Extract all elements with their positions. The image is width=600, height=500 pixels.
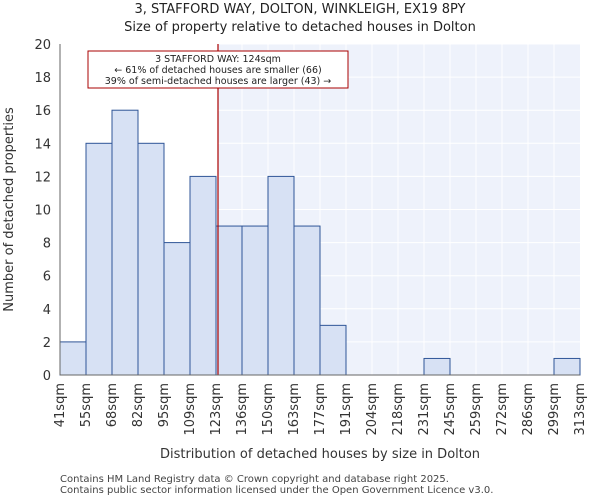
x-tick-label: 136sqm [235, 383, 250, 436]
chart-title-line2: Size of property relative to detached ho… [124, 20, 476, 35]
x-tick-label: 109sqm [183, 383, 198, 436]
x-tick-label: 123sqm [209, 383, 224, 436]
bar [215, 225, 243, 376]
bar [59, 341, 87, 376]
x-tick-label: 231sqm [417, 383, 432, 436]
chart-title-line1: 3, STAFFORD WAY, DOLTON, WINKLEIGH, EX19… [134, 2, 466, 17]
bar [267, 175, 295, 376]
y-tick-label: 10 [34, 204, 51, 219]
y-tick-labels: 0 2 4 6 8 10 12 14 16 18 20 [34, 38, 51, 384]
x-tick-label: 150sqm [261, 383, 276, 436]
y-tick-label: 0 [43, 369, 51, 384]
y-tick-label: 8 [43, 237, 51, 252]
x-tick-label: 68sqm [105, 383, 120, 427]
x-tick-labels: 41sqm 55sqm 68sqm 82sqm 95sqm 109sqm 123sqm 136… [53, 383, 588, 436]
y-tick-label: 20 [34, 38, 51, 53]
x-tick-label: 218sqm [391, 383, 406, 436]
x-tick-label: 82sqm [131, 383, 146, 427]
footer-line1: Contains HM Land Registry data © Crown c… [60, 474, 449, 485]
bar [137, 142, 165, 376]
bar [423, 357, 451, 376]
annotation-line3: 39% of semi-detached houses are larger (… [105, 76, 332, 87]
x-tick-label: 163sqm [287, 383, 302, 436]
bar [163, 242, 191, 376]
bar [319, 324, 347, 376]
x-tick-label: 313sqm [573, 383, 588, 436]
y-tick-label: 4 [43, 303, 51, 318]
x-tick-label: 95sqm [157, 383, 172, 427]
bar [111, 109, 139, 376]
bar [189, 175, 217, 376]
annotation-line1: 3 STAFFORD WAY: 124sqm [155, 54, 281, 65]
annotation-line2: ← 61% of detached houses are smaller (66… [114, 65, 321, 76]
x-tick-label: 177sqm [313, 383, 328, 436]
x-tick-label: 272sqm [495, 383, 510, 436]
y-tick-label: 12 [34, 170, 51, 185]
y-axis-label: Number of detached properties [2, 107, 17, 312]
x-tick-label: 245sqm [443, 383, 458, 436]
x-tick-label: 191sqm [339, 383, 354, 436]
bar [85, 142, 113, 376]
x-tick-label: 41sqm [53, 383, 68, 427]
x-axis-label: Distribution of detached houses by size … [160, 447, 480, 462]
bar [293, 225, 321, 376]
x-tick-label: 259sqm [469, 383, 484, 436]
x-tick-label: 299sqm [547, 383, 562, 436]
annotation-box: 3 STAFFORD WAY: 124sqm ← 61% of detached… [87, 50, 349, 89]
y-tick-label: 18 [34, 71, 51, 86]
bar [553, 357, 581, 376]
y-tick-label: 14 [34, 137, 51, 152]
y-tick-label: 2 [43, 336, 51, 351]
x-tick-label: 286sqm [521, 383, 536, 436]
footer-line2: Contains public sector information licen… [60, 485, 494, 496]
bar [241, 225, 269, 376]
axes [59, 44, 580, 376]
x-tick-label: 204sqm [365, 383, 380, 436]
bars [59, 109, 581, 376]
x-tick-label: 55sqm [79, 383, 94, 427]
y-tick-label: 6 [43, 270, 51, 285]
annotation-frame [87, 50, 349, 89]
y-tick-label: 16 [34, 104, 51, 119]
